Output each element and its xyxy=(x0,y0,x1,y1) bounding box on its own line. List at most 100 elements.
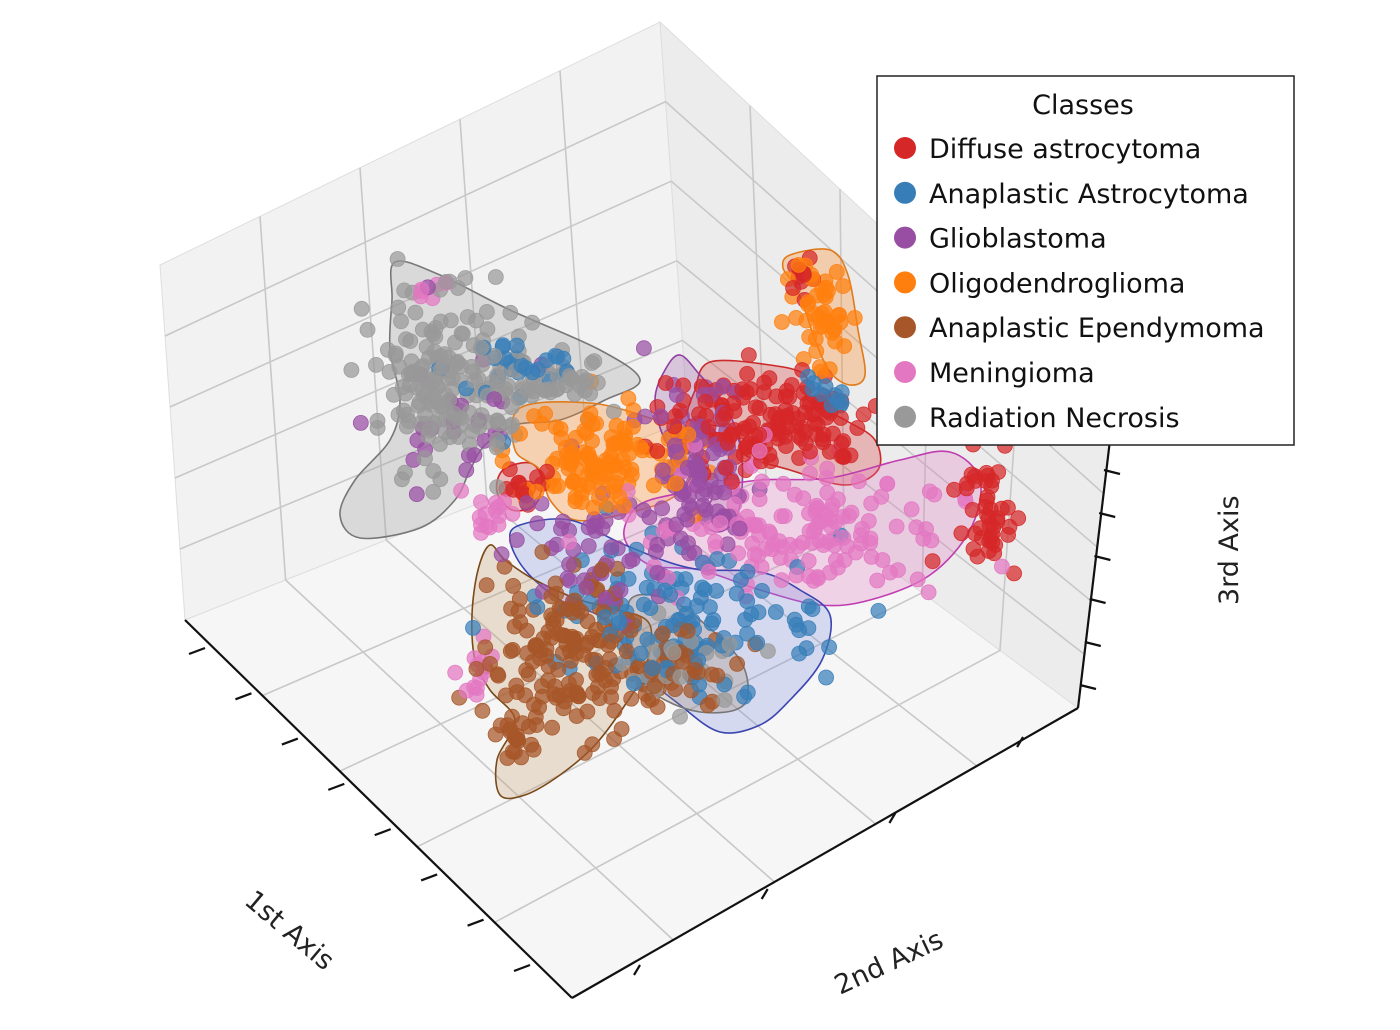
point-meningioma xyxy=(994,558,1010,575)
point-anaplastic-astrocytoma xyxy=(804,601,821,617)
point-anaplastic-astrocytoma xyxy=(818,669,834,686)
point-meningioma xyxy=(794,534,811,551)
point-oligodendroglioma xyxy=(494,453,511,470)
point-radiation-necrosis xyxy=(488,439,505,456)
point-diffuse-astrocytoma xyxy=(726,422,743,438)
point-anaplastic-ependymoma xyxy=(654,625,671,642)
point-meningioma xyxy=(800,553,817,569)
point-anaplastic-ependymoma xyxy=(588,622,604,638)
point-oligodendroglioma xyxy=(578,425,595,442)
point-diffuse-astrocytoma xyxy=(849,420,866,436)
point-diffuse-astrocytoma xyxy=(735,446,752,463)
point-anaplastic-ependymoma xyxy=(534,688,551,705)
point-radiation-necrosis xyxy=(405,363,422,380)
point-radiation-necrosis xyxy=(390,299,407,316)
point-anaplastic-astrocytoma xyxy=(821,639,837,655)
point-meningioma xyxy=(655,523,672,540)
point-glioblastoma xyxy=(466,447,483,464)
point-oligodendroglioma xyxy=(567,493,584,510)
point-meningioma xyxy=(879,476,896,492)
point-anaplastic-ependymoma xyxy=(729,656,745,672)
point-anaplastic-astrocytoma xyxy=(702,599,718,615)
point-radiation-necrosis xyxy=(665,644,682,661)
point-diffuse-astrocytoma xyxy=(529,469,545,486)
point-radiation-necrosis xyxy=(441,391,458,408)
point-anaplastic-ependymoma xyxy=(601,651,618,668)
point-diffuse-astrocytoma xyxy=(649,443,666,459)
point-anaplastic-astrocytoma xyxy=(737,611,753,628)
point-glioblastoma xyxy=(731,520,748,537)
point-anaplastic-ependymoma xyxy=(593,561,610,578)
point-anaplastic-ependymoma xyxy=(510,603,527,619)
point-meningioma xyxy=(473,516,489,533)
point-diffuse-astrocytoma xyxy=(785,280,801,296)
point-diffuse-astrocytoma xyxy=(739,365,755,382)
x-axis-label: 1st Axis xyxy=(239,885,340,977)
point-glioblastoma xyxy=(594,520,611,537)
point-anaplastic-astrocytoma xyxy=(750,604,767,621)
legend-marker xyxy=(894,316,916,339)
point-oligodendroglioma xyxy=(588,415,604,432)
point-anaplastic-ependymoma xyxy=(623,690,640,707)
point-meningioma xyxy=(751,491,768,508)
point-anaplastic-ependymoma xyxy=(606,731,622,747)
point-meningioma xyxy=(810,570,826,587)
point-oligodendroglioma xyxy=(818,279,834,296)
point-glioblastoma xyxy=(705,445,721,462)
point-diffuse-astrocytoma xyxy=(1000,527,1016,543)
point-oligodendroglioma xyxy=(826,321,842,338)
point-meningioma xyxy=(869,572,886,589)
x-axis-tick xyxy=(281,737,299,746)
z-axis-line xyxy=(1076,439,1112,709)
point-anaplastic-ependymoma xyxy=(543,588,560,605)
point-diffuse-astrocytoma xyxy=(724,473,740,490)
legend-marker xyxy=(894,181,916,204)
point-meningioma xyxy=(873,488,890,505)
point-diffuse-astrocytoma xyxy=(725,395,742,412)
point-diffuse-astrocytoma xyxy=(855,406,872,423)
point-anaplastic-astrocytoma xyxy=(703,615,720,632)
point-anaplastic-astrocytoma xyxy=(529,599,546,616)
point-anaplastic-ependymoma xyxy=(532,642,549,659)
legend-label: Anaplastic Astrocytoma xyxy=(929,179,1249,210)
grid-line xyxy=(494,649,1001,924)
point-anaplastic-ependymoma xyxy=(523,736,540,753)
point-diffuse-astrocytoma xyxy=(719,434,736,451)
point-meningioma xyxy=(700,563,717,580)
point-anaplastic-astrocytoma xyxy=(529,361,546,378)
point-meningioma xyxy=(835,529,852,546)
point-anaplastic-ependymoma xyxy=(521,718,537,735)
point-anaplastic-ependymoma xyxy=(646,678,663,694)
point-radiation-necrosis xyxy=(605,403,622,420)
point-anaplastic-ependymoma xyxy=(534,544,551,560)
x-axis-tick xyxy=(374,828,392,837)
point-oligodendroglioma xyxy=(605,443,621,460)
legend-item: Anaplastic Ependymoma xyxy=(894,313,1265,344)
point-glioblastoma xyxy=(561,556,577,573)
point-radiation-necrosis xyxy=(426,371,443,388)
point-radiation-necrosis xyxy=(486,347,503,364)
point-anaplastic-astrocytoma xyxy=(709,551,726,567)
point-glioblastoma xyxy=(580,519,597,536)
legend-item: Meningioma xyxy=(894,358,1095,389)
point-meningioma xyxy=(730,545,747,562)
point-anaplastic-ependymoma xyxy=(502,721,519,738)
point-oligodendroglioma xyxy=(836,338,853,355)
point-meningioma xyxy=(773,572,790,588)
point-anaplastic-ependymoma xyxy=(603,689,619,706)
z-axis-tick xyxy=(1098,511,1116,519)
point-meningioma xyxy=(468,680,485,696)
legend-label: Anaplastic Ependymoma xyxy=(929,313,1265,344)
point-glioblastoma xyxy=(654,500,670,517)
point-radiation-necrosis xyxy=(369,412,386,429)
point-oligodendroglioma xyxy=(550,477,566,494)
point-glioblastoma xyxy=(578,579,595,596)
legend-item: Oligodendroglioma xyxy=(894,268,1185,299)
y-axis-label: 2nd Axis xyxy=(830,924,948,1001)
point-meningioma xyxy=(712,515,729,531)
point-meningioma xyxy=(909,571,926,588)
legend-item: Anaplastic Astrocytoma xyxy=(894,179,1249,210)
point-diffuse-astrocytoma xyxy=(802,443,818,460)
point-anaplastic-ependymoma xyxy=(545,616,561,632)
y-axis-line xyxy=(571,707,1079,999)
